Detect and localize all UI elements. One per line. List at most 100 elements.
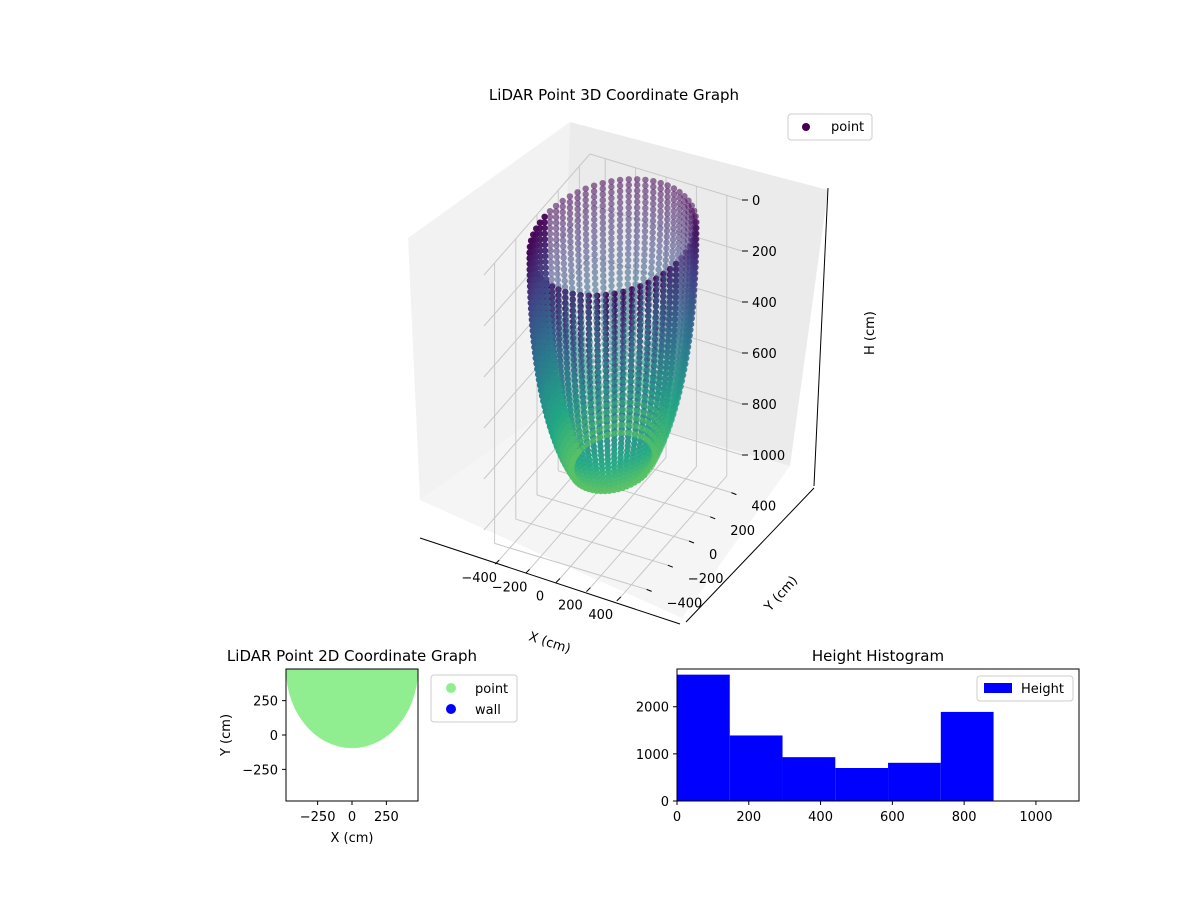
data-point: [654, 278, 662, 285]
data-point: [602, 367, 609, 374]
data-point: [632, 268, 640, 276]
data-point: [670, 191, 678, 198]
data-point: [567, 413, 575, 420]
data-point: [559, 335, 566, 342]
data-point: [584, 289, 591, 297]
data-point: [567, 238, 574, 245]
x-tick-label: 250: [374, 810, 399, 825]
data-point: [603, 408, 610, 416]
data-point: [552, 219, 560, 226]
data-point: [616, 239, 624, 247]
data-point: [583, 271, 591, 279]
data-point: [616, 251, 624, 258]
data-point: [625, 392, 633, 399]
data-point: [562, 388, 569, 395]
data-point: [655, 260, 663, 267]
data-point: [538, 287, 546, 294]
y-tick: [667, 564, 673, 568]
data-point: [629, 350, 636, 358]
data-point: [603, 401, 610, 409]
data-point: [585, 393, 592, 401]
data-point: [667, 277, 674, 284]
data-point: [642, 182, 649, 189]
data-point: [592, 293, 599, 300]
data-point: [631, 440, 638, 447]
data-point: [599, 242, 607, 250]
data-point: [647, 353, 655, 361]
data-point: [650, 189, 657, 196]
data-point: [632, 293, 639, 300]
data-point: [574, 223, 581, 230]
data-point: [640, 401, 647, 408]
data-point: [590, 193, 598, 201]
data-point: [616, 188, 624, 195]
data-point: [647, 288, 654, 296]
data-point: [632, 274, 639, 282]
data-point: [549, 293, 556, 300]
data-point: [659, 298, 667, 306]
data-point: [649, 223, 656, 230]
data-point: [555, 294, 563, 301]
data-point: [664, 193, 671, 200]
data-point: [615, 331, 623, 339]
data-point: [574, 211, 581, 219]
y-axis-line: [685, 487, 815, 623]
data-point: [541, 315, 548, 323]
data-point: [634, 407, 641, 415]
data-point: [584, 295, 591, 303]
data-point: [681, 193, 688, 200]
data-point: [649, 340, 656, 348]
data-point: [633, 245, 640, 252]
data-point: [653, 290, 661, 297]
data-point: [552, 225, 560, 232]
data-point: [596, 382, 603, 389]
data-point: [627, 377, 634, 385]
chart-3d: LiDAR Point 3D Coordinate Graph −400−200…: [408, 86, 878, 657]
data-point: [625, 245, 632, 252]
data-point: [594, 342, 601, 350]
data-point: [576, 406, 583, 413]
data-point: [593, 317, 600, 324]
data-point: [548, 281, 556, 289]
data-point: [584, 283, 591, 291]
grid-line-z: [589, 153, 743, 201]
data-point: [575, 399, 582, 407]
data-point: [542, 270, 549, 277]
data-point: [635, 351, 642, 358]
data-point: [620, 384, 628, 392]
data-point: [660, 345, 667, 352]
data-point: [624, 438, 632, 445]
data-point: [567, 244, 574, 251]
data-point: [621, 371, 628, 378]
ticks-3d: −400−2000200400−400−20002004000200400600…: [461, 194, 785, 623]
data-point: [554, 374, 561, 381]
data-point: [602, 373, 609, 381]
data-point: [676, 205, 683, 213]
data-point: [624, 281, 631, 288]
data-point: [642, 205, 649, 212]
data-point: [599, 225, 606, 232]
data-point: [574, 228, 582, 236]
data-point: [560, 243, 567, 250]
data-point: [648, 258, 655, 266]
data-point: [638, 306, 646, 313]
data-point: [566, 406, 573, 414]
data-point: [657, 185, 664, 192]
data-point: [649, 240, 656, 248]
z-axis-line: [813, 187, 829, 487]
data-point: [662, 262, 669, 270]
data-point: [638, 312, 645, 319]
data-point: [591, 222, 598, 229]
data-point: [668, 271, 675, 279]
data-point: [616, 275, 623, 282]
data-point: [548, 270, 555, 277]
data-point: [675, 234, 682, 241]
data-point: [600, 278, 607, 285]
data-point: [638, 379, 645, 386]
data-point: [647, 276, 655, 284]
data-point: [546, 213, 554, 220]
data-point: [552, 322, 559, 329]
data-point: [547, 247, 554, 254]
data-point: [543, 332, 550, 340]
